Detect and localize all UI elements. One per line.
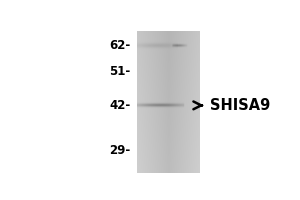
Text: 51-: 51-	[109, 65, 130, 78]
Text: 42-: 42-	[109, 99, 130, 112]
Text: 29-: 29-	[109, 144, 130, 157]
Text: SHISA9: SHISA9	[194, 98, 270, 113]
Text: 62-: 62-	[109, 39, 130, 52]
